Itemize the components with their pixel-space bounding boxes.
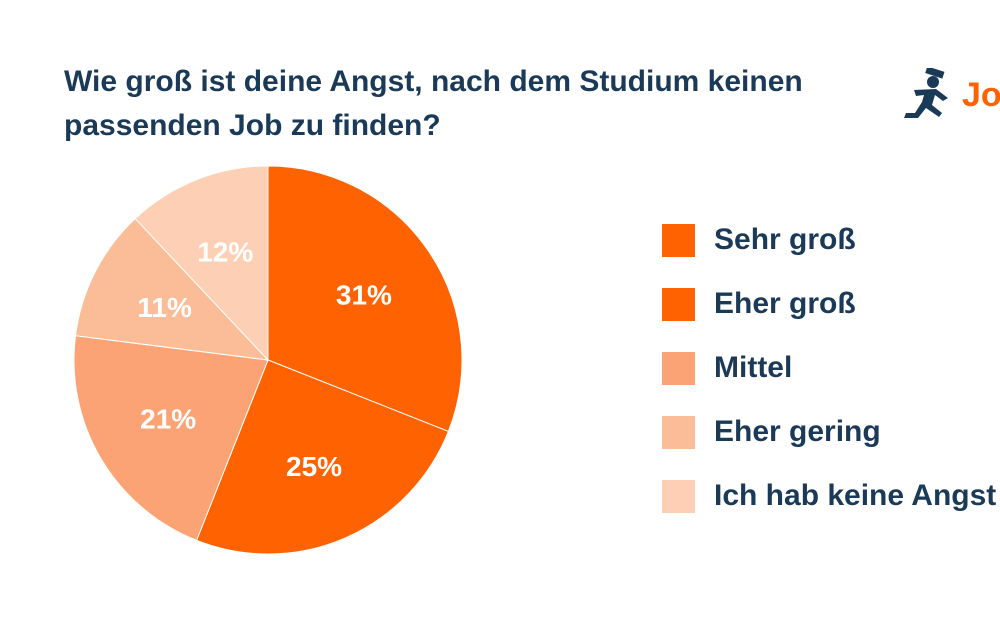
slice-label-ich-hab-keine-angst: 12% xyxy=(197,237,253,268)
legend-label: Mittel xyxy=(714,351,793,384)
pie-slice-mittel xyxy=(73,335,269,542)
legend-item-eher-gross: Eher groß xyxy=(662,272,1000,336)
legend-label: Eher groß xyxy=(714,287,856,320)
legend-item-eher-gering: Eher gering xyxy=(662,400,1000,464)
brand-logo: Jo xyxy=(900,68,1000,124)
slice-label-sehr-gross: 31% xyxy=(336,279,392,310)
legend-label: Eher gering xyxy=(714,415,881,448)
legend-swatch xyxy=(662,351,695,385)
pie-slice-eher-gross xyxy=(195,359,450,555)
legend-swatch xyxy=(662,223,695,257)
pie-slice-ich-hab-keine-angst xyxy=(134,165,269,362)
legend-item-mittel: Mittel xyxy=(662,336,1000,400)
legend-swatch xyxy=(662,287,695,321)
pie-chart: 31% 25% 21% 11%12% xyxy=(73,165,463,555)
slice-label-mittel: 21% xyxy=(140,404,196,435)
legend-label: Ich hab keine Angst xyxy=(714,479,997,512)
chart-legend: Sehr groß Eher groß Mittel Eher gering Ich h… xyxy=(662,208,1000,528)
pie-slice-sehr-gross xyxy=(267,165,463,433)
legend-item-ich-hab-keine-angst: Ich hab keine Angst xyxy=(662,464,1000,528)
pie-slice-eher-gering xyxy=(74,217,270,361)
legend-label: Sehr groß xyxy=(714,223,856,256)
legend-swatch xyxy=(662,415,695,449)
logo-text: Jo xyxy=(962,76,1000,114)
slice-label-eher-gering: 11% xyxy=(137,292,192,323)
legend-swatch xyxy=(662,479,695,513)
slice-label-eher-gross: 25% xyxy=(286,451,342,482)
running-man-icon xyxy=(904,68,948,118)
chart-title: Wie groß ist deine Angst, nach dem Studi… xyxy=(64,65,803,142)
legend-item-sehr-gross: Sehr groß xyxy=(662,208,1000,272)
